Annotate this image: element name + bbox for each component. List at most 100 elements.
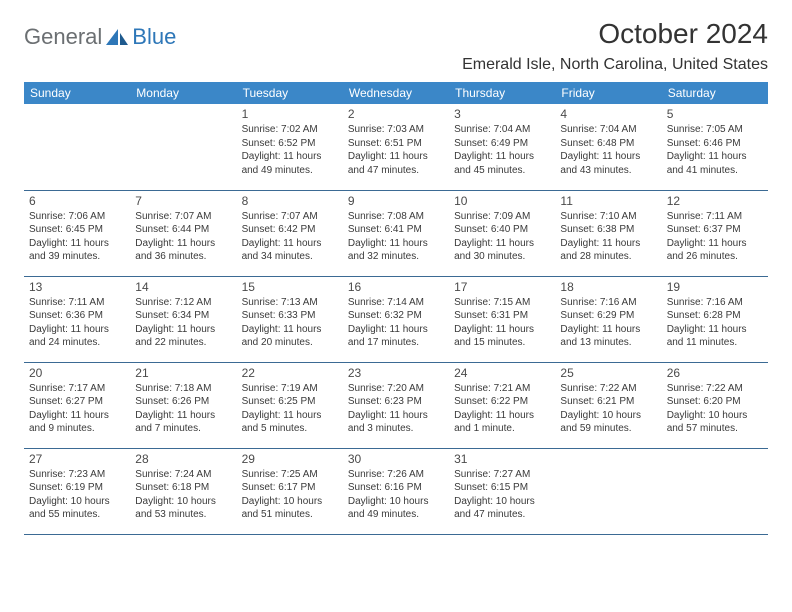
daylight-text: Daylight: 11 hours and 15 minutes. — [454, 323, 550, 350]
calendar-day-cell: 28Sunrise: 7:24 AMSunset: 6:18 PMDayligh… — [130, 448, 236, 534]
daylight-text: Daylight: 10 hours and 47 minutes. — [454, 495, 550, 522]
sunset-text: Sunset: 6:31 PM — [454, 309, 550, 323]
day-header: Saturday — [662, 82, 768, 104]
day-info: Sunrise: 7:11 AMSunset: 6:36 PMDaylight:… — [29, 296, 125, 350]
sunset-text: Sunset: 6:44 PM — [135, 223, 231, 237]
day-number: 31 — [454, 452, 550, 466]
sunrise-text: Sunrise: 7:10 AM — [560, 210, 656, 224]
sunset-text: Sunset: 6:49 PM — [454, 137, 550, 151]
day-number: 26 — [667, 366, 763, 380]
daylight-text: Daylight: 11 hours and 45 minutes. — [454, 150, 550, 177]
day-info: Sunrise: 7:04 AMSunset: 6:48 PMDaylight:… — [560, 123, 656, 177]
calendar-head: SundayMondayTuesdayWednesdayThursdayFrid… — [24, 82, 768, 104]
calendar-empty-cell — [24, 104, 130, 190]
sunset-text: Sunset: 6:19 PM — [29, 481, 125, 495]
daylight-text: Daylight: 11 hours and 3 minutes. — [348, 409, 444, 436]
day-number: 28 — [135, 452, 231, 466]
daylight-text: Daylight: 11 hours and 49 minutes. — [242, 150, 338, 177]
calendar-day-cell: 14 Sunrise: 7:12 AMSunset: 6:34 PMDayligh… — [130, 276, 236, 362]
calendar-week-row: 20 Sunrise: 7:17 AMSunset: 6:27 PMDayligh… — [24, 362, 768, 448]
calendar-day-cell: 2Sunrise: 7:03 AMSunset: 6:51 PMDaylight… — [343, 104, 449, 190]
day-number: 10 — [454, 194, 550, 208]
daylight-text: Daylight: 11 hours and 28 minutes. — [560, 237, 656, 264]
sunset-text: Sunset: 6:45 PM — [29, 223, 125, 237]
sunrise-text: Sunrise: 7:25 AM — [242, 468, 338, 482]
sunrise-text: Sunrise: 7:09 AM — [454, 210, 550, 224]
sunrise-text: Sunrise: 7:15 AM — [454, 296, 550, 310]
day-header: Wednesday — [343, 82, 449, 104]
calendar-week-row: 13Sunrise: 7:11 AMSunset: 6:36 PMDayligh… — [24, 276, 768, 362]
daylight-text: Daylight: 11 hours and 36 minutes. — [135, 237, 231, 264]
day-info: Sunrise: 7:19 AMSunset: 6:25 PMDaylight:… — [242, 382, 338, 436]
sunset-text: Sunset: 6:22 PM — [454, 395, 550, 409]
sunrise-text: Sunrise: 7:26 AM — [348, 468, 444, 482]
day-number: 5 — [667, 107, 763, 121]
sunrise-text: Sunrise: 7:07 AM — [135, 210, 231, 224]
calendar-day-cell: 25Sunrise: 7:22 AMSunset: 6:21 PMDayligh… — [555, 362, 661, 448]
day-info: Sunrise: 7:07 AMSunset: 6:44 PMDaylight:… — [135, 210, 231, 264]
sunrise-text: Sunrise: 7:18 AM — [135, 382, 231, 396]
sunset-text: Sunset: 6:40 PM — [454, 223, 550, 237]
calendar-day-cell: 10Sunrise: 7:09 AMSunset: 6:40 PMDayligh… — [449, 190, 555, 276]
day-number: 1 — [242, 107, 338, 121]
sunset-text: Sunset: 6:29 PM — [560, 309, 656, 323]
day-info: Sunrise: 7:10 AMSunset: 6:38 PMDaylight:… — [560, 210, 656, 264]
sunset-text: Sunset: 6:33 PM — [242, 309, 338, 323]
day-number: 24 — [454, 366, 550, 380]
sunrise-text: Sunrise: 7:04 AM — [560, 123, 656, 137]
daylight-text: Daylight: 11 hours and 41 minutes. — [667, 150, 763, 177]
day-info: Sunrise: 7:22 AMSunset: 6:20 PMDaylight:… — [667, 382, 763, 436]
daylight-text: Daylight: 10 hours and 49 minutes. — [348, 495, 444, 522]
day-number: 4 — [560, 107, 656, 121]
day-info: Sunrise: 7:16 AMSunset: 6:29 PMDaylight:… — [560, 296, 656, 350]
sunset-text: Sunset: 6:18 PM — [135, 481, 231, 495]
day-number: 21 — [135, 366, 231, 380]
daylight-text: Daylight: 11 hours and 22 minutes. — [135, 323, 231, 350]
day-info: Sunrise: 7:12 AMSunset: 6:34 PMDaylight:… — [135, 296, 231, 350]
calendar-day-cell: 3Sunrise: 7:04 AMSunset: 6:49 PMDaylight… — [449, 104, 555, 190]
calendar-empty-cell — [662, 448, 768, 534]
day-info: Sunrise: 7:25 AMSunset: 6:17 PMDaylight:… — [242, 468, 338, 522]
daylight-text: Daylight: 10 hours and 57 minutes. — [667, 409, 763, 436]
sunrise-text: Sunrise: 7:11 AM — [29, 296, 125, 310]
daylight-text: Daylight: 11 hours and 47 minutes. — [348, 150, 444, 177]
day-info: Sunrise: 7:03 AMSunset: 6:51 PMDaylight:… — [348, 123, 444, 177]
sunrise-text: Sunrise: 7:11 AM — [667, 210, 763, 224]
sunset-text: Sunset: 6:32 PM — [348, 309, 444, 323]
sunrise-text: Sunrise: 7:08 AM — [348, 210, 444, 224]
title-block: October 2024 Emerald Isle, North Carolin… — [462, 18, 768, 74]
sunrise-text: Sunrise: 7:21 AM — [454, 382, 550, 396]
day-number: 15 — [242, 280, 338, 294]
daylight-text: Daylight: 11 hours and 17 minutes. — [348, 323, 444, 350]
sunrise-text: Sunrise: 7:16 AM — [667, 296, 763, 310]
daylight-text: Daylight: 11 hours and 39 minutes. — [29, 237, 125, 264]
day-number: 16 — [348, 280, 444, 294]
calendar-day-cell: 18Sunrise: 7:16 AMSunset: 6:29 PMDayligh… — [555, 276, 661, 362]
daylight-text: Daylight: 10 hours and 55 minutes. — [29, 495, 125, 522]
day-number: 17 — [454, 280, 550, 294]
sunrise-text: Sunrise: 7:14 AM — [348, 296, 444, 310]
calendar-day-cell: 9Sunrise: 7:08 AMSunset: 6:41 PMDaylight… — [343, 190, 449, 276]
daylight-text: Daylight: 11 hours and 11 minutes. — [667, 323, 763, 350]
day-info: Sunrise: 7:17 AMSunset: 6:27 PMDaylight:… — [29, 382, 125, 436]
sunrise-text: Sunrise: 7:19 AM — [242, 382, 338, 396]
day-number: 19 — [667, 280, 763, 294]
day-info: Sunrise: 7:05 AMSunset: 6:46 PMDaylight:… — [667, 123, 763, 177]
day-number: 14 — [135, 280, 231, 294]
calendar-day-cell: 23Sunrise: 7:20 AMSunset: 6:23 PMDayligh… — [343, 362, 449, 448]
day-number: 20 — [29, 366, 125, 380]
calendar-week-row: 27Sunrise: 7:23 AMSunset: 6:19 PMDayligh… — [24, 448, 768, 534]
calendar-day-cell: 27Sunrise: 7:23 AMSunset: 6:19 PMDayligh… — [24, 448, 130, 534]
calendar-day-cell: 21Sunrise: 7:18 AMSunset: 6:26 PMDayligh… — [130, 362, 236, 448]
calendar-day-cell: 13Sunrise: 7:11 AMSunset: 6:36 PMDayligh… — [24, 276, 130, 362]
sunrise-text: Sunrise: 7:24 AM — [135, 468, 231, 482]
sunset-text: Sunset: 6:16 PM — [348, 481, 444, 495]
day-info: Sunrise: 7:07 AMSunset: 6:42 PMDaylight:… — [242, 210, 338, 264]
sunrise-text: Sunrise: 7:27 AM — [454, 468, 550, 482]
daylight-text: Daylight: 10 hours and 59 minutes. — [560, 409, 656, 436]
day-info: Sunrise: 7:15 AMSunset: 6:31 PMDaylight:… — [454, 296, 550, 350]
sunrise-text: Sunrise: 7:22 AM — [667, 382, 763, 396]
day-header: Monday — [130, 82, 236, 104]
day-info: Sunrise: 7:11 AMSunset: 6:37 PMDaylight:… — [667, 210, 763, 264]
month-title: October 2024 — [462, 18, 768, 50]
